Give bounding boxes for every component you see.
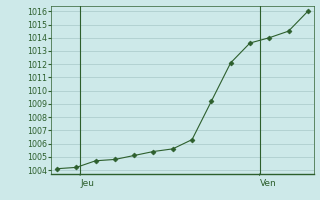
- Text: Ven: Ven: [260, 179, 276, 188]
- Text: Jeu: Jeu: [80, 179, 94, 188]
